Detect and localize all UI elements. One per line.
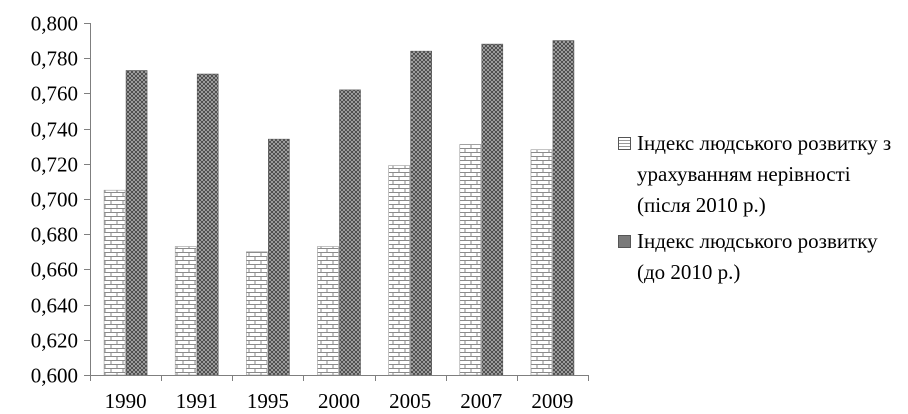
x-tick-label: 1991 [176, 389, 218, 413]
bar-inequality-adjusted-hdi-2005 [388, 165, 410, 376]
bar-hdi-1990 [125, 70, 148, 376]
bar-inequality-adjusted-hdi-2009 [530, 149, 553, 376]
legend-swatch-brick [618, 137, 631, 150]
x-tick-label: 1995 [247, 389, 289, 413]
legend-label: Індекс людського розвитку (до 2010 р.) [637, 229, 878, 284]
bar-hdi-2007 [481, 43, 504, 376]
bar-inequality-adjusted-hdi-1990 [103, 189, 126, 376]
legend: Індекс людського розвитку з урахуванням … [618, 128, 903, 293]
y-tick-label: 0,660 [31, 258, 78, 282]
x-tick-label: 2007 [460, 389, 502, 413]
bars [103, 40, 575, 376]
bar-hdi-2005 [410, 50, 432, 376]
bar-inequality-adjusted-hdi-2007 [459, 144, 482, 376]
bar-inequality-adjusted-hdi-2000 [317, 246, 339, 376]
bar-inequality-adjusted-hdi-1991 [174, 246, 197, 376]
y-tick-label: 0,620 [31, 329, 78, 353]
bar-hdi-1991 [196, 73, 219, 376]
axes [90, 23, 588, 376]
x-tick-label: 2005 [389, 389, 431, 413]
y-tick-label: 0,700 [31, 188, 78, 212]
y-tick-label: 0,640 [31, 294, 78, 318]
legend-item-hdi: Індекс людського розвитку (до 2010 р.) [618, 226, 903, 288]
y-tick-label: 0,800 [31, 12, 78, 36]
bar-hdi-2009 [552, 40, 575, 376]
y-tick-label: 0,760 [31, 82, 78, 106]
x-tick-label: 1990 [105, 389, 147, 413]
bar-hdi-1995 [268, 138, 290, 376]
y-tick-label: 0,680 [31, 223, 78, 247]
x-axis-ticks: 1990 1991 1995 2000 2005 2007 2009 [90, 375, 589, 413]
bar-inequality-adjusted-hdi-1995 [246, 251, 268, 376]
bar-hdi-2000 [339, 89, 361, 376]
y-tick-label: 0,740 [31, 118, 78, 142]
x-tick-label: 2000 [318, 389, 360, 413]
legend-label: Індекс людського розвитку з урахуванням … [637, 131, 892, 217]
y-tick-label: 0,780 [31, 47, 78, 71]
y-tick-label: 0,600 [31, 364, 78, 388]
y-tick-label: 0,720 [31, 153, 78, 177]
legend-swatch-crosshatch [618, 235, 631, 248]
legend-item-inequality-adjusted-hdi: Індекс людського розвитку з урахуванням … [618, 128, 903, 221]
y-axis-ticks: 0,600 0,620 0,640 0,660 0,680 0,700 0,720 0,740… [31, 12, 90, 388]
x-tick-label: 2009 [531, 389, 573, 413]
